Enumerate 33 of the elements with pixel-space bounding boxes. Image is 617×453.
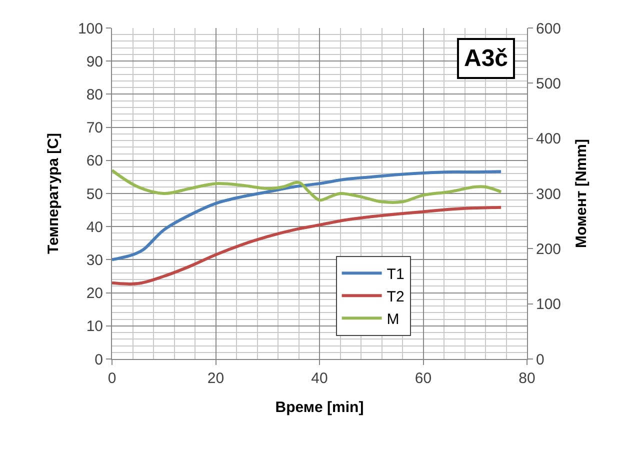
y-tick-label: 20	[86, 285, 103, 302]
y-tick-label: 0	[94, 351, 103, 368]
y2-tick-label: 600	[536, 20, 562, 38]
y2-axis-title: Момент [Nmm]	[573, 139, 590, 248]
y2-tick-label: 400	[536, 130, 562, 148]
x-tick-label: 0	[108, 370, 116, 387]
y-tick-label: 80	[86, 86, 103, 104]
y-tick-label: 60	[86, 152, 103, 170]
y2-tick-label: 0	[536, 351, 544, 368]
y-tick-label: 10	[86, 318, 103, 336]
y2-tick-label: 100	[536, 296, 562, 314]
y-axis-title: Температура [C]	[45, 133, 62, 254]
line-series	[112, 170, 503, 262]
y-tick-label: 40	[86, 218, 103, 236]
y2-tick-label: 300	[536, 186, 562, 203]
legend-label: T2	[386, 288, 404, 306]
x-axis-title: Време [min]	[275, 399, 364, 416]
y-tick-label: 50	[86, 186, 103, 203]
y2-tick-label: 200	[536, 240, 562, 258]
legend-label: M	[386, 310, 400, 328]
legend-label: T1	[386, 266, 404, 283]
y-tick-label: 70	[86, 120, 103, 137]
y-tick-label: 100	[78, 20, 103, 38]
y-tick-label: 90	[86, 53, 103, 70]
x-tick-label: 20	[207, 370, 224, 387]
line-series	[112, 168, 503, 204]
x-tick-label: 40	[311, 370, 328, 387]
y-tick-label: 30	[86, 252, 103, 269]
line-series	[112, 206, 503, 286]
annotation: A3č	[464, 45, 508, 72]
x-tick-label: 60	[414, 370, 432, 387]
y2-tick-label: 500	[536, 75, 562, 92]
x-tick-label: 80	[518, 370, 536, 387]
